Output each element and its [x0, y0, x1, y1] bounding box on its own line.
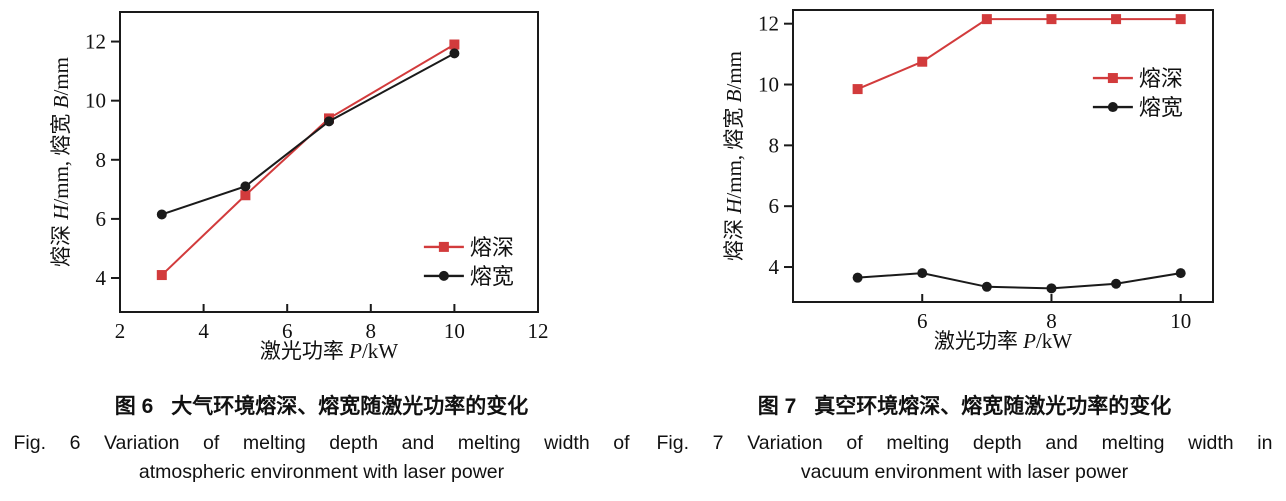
y-tick-label: 12 [85, 30, 106, 54]
x-tick-label: 10 [1170, 309, 1191, 333]
series-line-熔深 [857, 18, 1181, 91]
legend-marker-熔深 [1107, 73, 1118, 84]
fig7-caption-en: Fig. 7 Variation of melting depth and me… [657, 429, 1273, 487]
y-tick-label: 6 [769, 194, 780, 218]
x-axis-label: 激光功率 P/kW [934, 329, 1072, 353]
data-point-熔宽 [981, 281, 992, 292]
data-point-熔深 [917, 56, 928, 67]
x-tick-label: 8 [1046, 309, 1057, 333]
x-tick-label: 12 [528, 319, 549, 343]
x-tick-label: 10 [444, 319, 465, 343]
fig6-caption-en: Fig. 6 Variation of melting depth and me… [14, 429, 630, 487]
legend-label-熔深: 熔深 [1139, 66, 1183, 91]
data-point-熔宽 [449, 48, 460, 59]
x-tick-label: 8 [366, 319, 377, 343]
data-point-熔宽 [1111, 278, 1122, 289]
legend-label-熔宽: 熔宽 [1139, 95, 1183, 120]
series-line-熔宽 [857, 272, 1181, 290]
data-point-熔深 [852, 84, 863, 95]
data-point-熔宽 [1046, 283, 1057, 294]
y-tick-label: 8 [769, 133, 780, 157]
plot-frame [119, 11, 539, 313]
fig6-caption-zh-label: 图 6 [114, 395, 154, 418]
fig7-caption-en-line2: vacuum environment with laser power [800, 461, 1129, 483]
x-tick-label: 4 [198, 319, 209, 343]
y-axis-label: 熔深 H/mm, 熔宽 B/mm [722, 51, 746, 261]
y-tick-label: 4 [769, 255, 780, 279]
fig7-caption-en-label: Fig. 7 [656, 432, 724, 454]
data-point-熔宽 [156, 209, 167, 220]
y-tick-label: 4 [96, 266, 107, 290]
x-tick-label: 6 [282, 319, 293, 343]
legend-marker-熔深 [438, 241, 449, 252]
data-point-熔宽 [240, 181, 251, 192]
legend-marker-熔宽 [1107, 102, 1118, 113]
fig6-caption-en-line2: atmospheric environment with laser power [138, 461, 505, 483]
y-tick-label: 6 [96, 207, 107, 231]
fig7-caption-zh-label: 图 7 [757, 395, 797, 418]
data-point-熔深 [156, 270, 167, 281]
data-point-熔宽 [917, 268, 928, 279]
data-point-熔宽 [852, 272, 863, 283]
plot-frame [792, 9, 1214, 303]
data-point-熔深 [240, 190, 251, 201]
x-tick-label: 2 [115, 319, 126, 343]
fig6-caption-zh-text: 大气环境熔深、熔宽随激光功率的变化 [171, 395, 529, 418]
series-line-熔宽 [161, 52, 455, 216]
fig6-caption-en-line1: Fig. 6 Variation of melting depth and me… [14, 429, 630, 458]
fig7-caption-en-text: Variation of melting depth and melting w… [747, 432, 1273, 454]
data-point-熔宽 [1175, 268, 1186, 279]
series-line-熔深 [161, 43, 455, 276]
legend-marker-熔宽 [438, 270, 449, 281]
y-axis-label: 熔深 H/mm, 熔宽 B/mm [49, 57, 73, 267]
data-point-熔宽 [324, 116, 334, 127]
data-point-熔深 [1175, 14, 1186, 25]
fig7-caption-zh-text: 真空环境熔深、熔宽随激光功率的变化 [814, 395, 1172, 418]
fig7-caption-zh: 图 7 真空环境熔深、熔宽随激光功率的变化 [758, 390, 1172, 420]
fig6-caption-en-text: Variation of melting depth and melting w… [103, 432, 630, 454]
figure-7: 6 8 10 4 6 8 10 12 熔深熔宽激光功率 P/kW 熔深 H/mm, 熔宽 B/mm… [643, 0, 1286, 501]
figure-6: 2 4 6 8 10 12 4 6 8 10 12 熔深熔宽激光功率 P/kW 熔深 H/mm, 熔宽 … [14, 11, 630, 487]
data-point-熔深 [449, 39, 460, 50]
x-axis-label: 激光功率 P/kW [260, 339, 398, 360]
data-point-熔深 [1111, 14, 1122, 25]
legend-label-熔宽: 熔宽 [470, 264, 514, 289]
x-tick-label: 6 [917, 309, 928, 333]
legend-label-熔深: 熔深 [470, 235, 514, 260]
data-point-熔深 [1046, 14, 1057, 25]
y-tick-label: 12 [758, 12, 779, 36]
fig7-caption-en-line1: Fig. 7 Variation of melting depth and me… [657, 429, 1273, 458]
fig6-caption-zh: 图 6 大气环境熔深、熔宽随激光功率的变化 [115, 390, 529, 420]
data-point-熔深 [981, 14, 992, 25]
y-tick-label: 10 [758, 73, 779, 97]
fig6-caption-en-label: Fig. 6 [13, 432, 81, 454]
y-tick-label: 8 [96, 148, 107, 172]
y-tick-label: 10 [85, 89, 106, 113]
